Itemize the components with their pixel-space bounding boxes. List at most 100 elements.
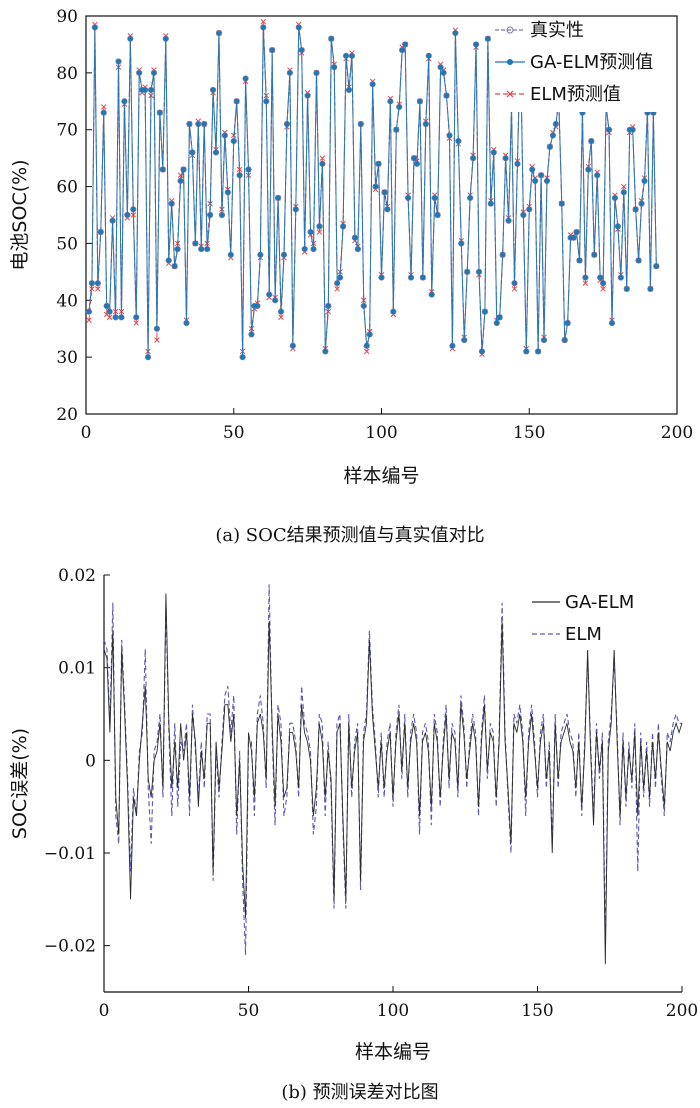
data-point-ga-elm xyxy=(538,172,544,178)
data-point-ga-elm xyxy=(320,161,325,167)
data-point-ga-elm xyxy=(591,252,597,258)
data-point-ga-elm xyxy=(414,161,420,167)
data-point-ga-elm xyxy=(420,275,426,280)
data-point-ga-elm xyxy=(385,206,390,212)
data-point-ga-elm xyxy=(606,127,612,133)
data-point-ga-elm xyxy=(272,297,278,303)
data-point-ga-elm xyxy=(296,24,302,30)
data-point-ga-elm xyxy=(254,303,260,309)
data-point-ga-elm xyxy=(376,161,381,167)
data-point-ga-elm xyxy=(213,150,219,155)
data-point-ga-elm xyxy=(553,121,559,127)
y-tick-label: 40 xyxy=(56,291,78,311)
panel-a-legend: 真实性 GA-ELM预测值 ELM预测值 xyxy=(492,20,674,112)
data-point-ga-elm xyxy=(402,42,408,47)
data-point-ga-elm xyxy=(263,98,269,104)
data-point-ga-elm xyxy=(107,309,113,315)
legend-marker-ga-elm xyxy=(507,59,513,65)
data-point-ga-elm xyxy=(426,53,432,59)
data-point-ga-elm xyxy=(491,150,497,155)
data-point-ga-elm xyxy=(130,206,136,212)
data-point-ga-elm xyxy=(458,241,464,246)
data-point-ga-elm xyxy=(246,167,251,172)
data-point-ga-elm xyxy=(639,201,644,207)
data-point-ga-elm xyxy=(450,343,455,349)
data-point-ga-elm xyxy=(228,252,234,258)
data-point-ga-elm xyxy=(506,218,511,224)
error-line-ga_elm xyxy=(103,593,683,965)
data-point-ga-elm xyxy=(195,121,201,127)
data-point-ga-elm xyxy=(621,189,627,195)
data-point-ga-elm xyxy=(275,195,281,201)
data-point-elm xyxy=(278,314,284,321)
data-point-ga-elm xyxy=(373,184,378,189)
panel-b-caption: (b) 预测误差对比图 xyxy=(281,1082,438,1103)
data-point-ga-elm xyxy=(337,275,343,280)
data-point-ga-elm xyxy=(648,286,653,292)
data-point-ga-elm xyxy=(231,138,237,144)
legend-label: ELM预测值 xyxy=(530,84,621,105)
panel-b-series xyxy=(103,584,683,965)
data-point-ga-elm xyxy=(86,309,92,315)
data-point-ga-elm xyxy=(175,246,181,252)
data-point-ga-elm xyxy=(612,195,618,201)
data-point-ga-elm xyxy=(636,258,641,263)
data-point-ga-elm xyxy=(281,252,287,258)
data-point-ga-elm xyxy=(399,47,405,53)
panel-a-axes: 20 30 40 50 60 70 80 90 0 50 100 150 200 xyxy=(56,7,693,443)
data-point-ga-elm xyxy=(184,320,189,326)
data-point-ga-elm xyxy=(600,280,606,286)
legend-marker-elm xyxy=(506,90,514,98)
y-tick-label: 0.02 xyxy=(58,566,96,586)
data-point-ga-elm xyxy=(609,320,615,326)
data-point-ga-elm xyxy=(470,155,476,161)
data-point-ga-elm xyxy=(331,64,337,70)
data-point-ga-elm xyxy=(441,70,446,76)
legend-label: 真实性 xyxy=(530,20,584,41)
x-tick-label: 150 xyxy=(521,1001,553,1021)
panel-b: −0.02 −0.01 0 0.01 0.02 0 50 100 150 200 GA-ELM EL… xyxy=(9,566,698,1103)
y-tick-label: 90 xyxy=(56,7,78,27)
data-point-ga-elm xyxy=(526,206,532,212)
data-point-ga-elm xyxy=(594,172,600,178)
panel-b-y-axis-title: SOC误差(%) xyxy=(9,728,31,839)
y-tick-label: 70 xyxy=(56,121,78,141)
data-point-ga-elm xyxy=(311,246,316,252)
data-point-ga-elm xyxy=(408,275,414,280)
data-point-ga-elm xyxy=(455,138,461,144)
data-point-ga-elm xyxy=(266,292,272,297)
data-point-ga-elm xyxy=(293,206,299,212)
data-point-ga-elm xyxy=(240,354,246,360)
x-tick-label: 200 xyxy=(666,1001,698,1021)
data-point-ga-elm xyxy=(95,280,101,286)
data-point-ga-elm xyxy=(89,280,95,286)
data-point-ga-elm xyxy=(633,206,639,212)
y-tick-label: −0.02 xyxy=(44,937,96,957)
data-point-elm xyxy=(319,155,326,161)
data-point-ga-elm xyxy=(328,36,334,42)
panel-a: 20 30 40 50 60 70 80 90 0 50 100 150 200 真实性 GA-ELM预测… xyxy=(9,7,693,546)
data-point-ga-elm xyxy=(299,47,305,53)
data-point-ga-elm xyxy=(479,349,485,354)
data-point-ga-elm xyxy=(210,87,216,93)
data-point-elm xyxy=(260,18,267,25)
data-point-ga-elm xyxy=(237,172,243,178)
data-point-elm xyxy=(316,229,323,235)
y-tick-label: 0 xyxy=(85,751,96,771)
data-point-ga-elm xyxy=(588,138,594,144)
data-point-ga-elm xyxy=(104,303,110,309)
data-point-ga-elm xyxy=(151,70,157,76)
data-point-ga-elm xyxy=(178,178,183,184)
data-point-ga-elm xyxy=(198,246,204,252)
data-point-ga-elm xyxy=(544,178,550,184)
data-point-ga-elm xyxy=(405,195,411,201)
panel-a-x-axis-title: 样本编号 xyxy=(343,465,419,487)
panel-b-axes: −0.02 −0.01 0 0.01 0.02 0 50 100 150 200 xyxy=(44,566,698,1021)
data-point-ga-elm xyxy=(127,36,133,42)
data-point-ga-elm xyxy=(379,275,384,280)
data-point-elm xyxy=(86,317,92,323)
data-point-elm xyxy=(582,280,589,286)
data-point-elm xyxy=(363,348,370,355)
